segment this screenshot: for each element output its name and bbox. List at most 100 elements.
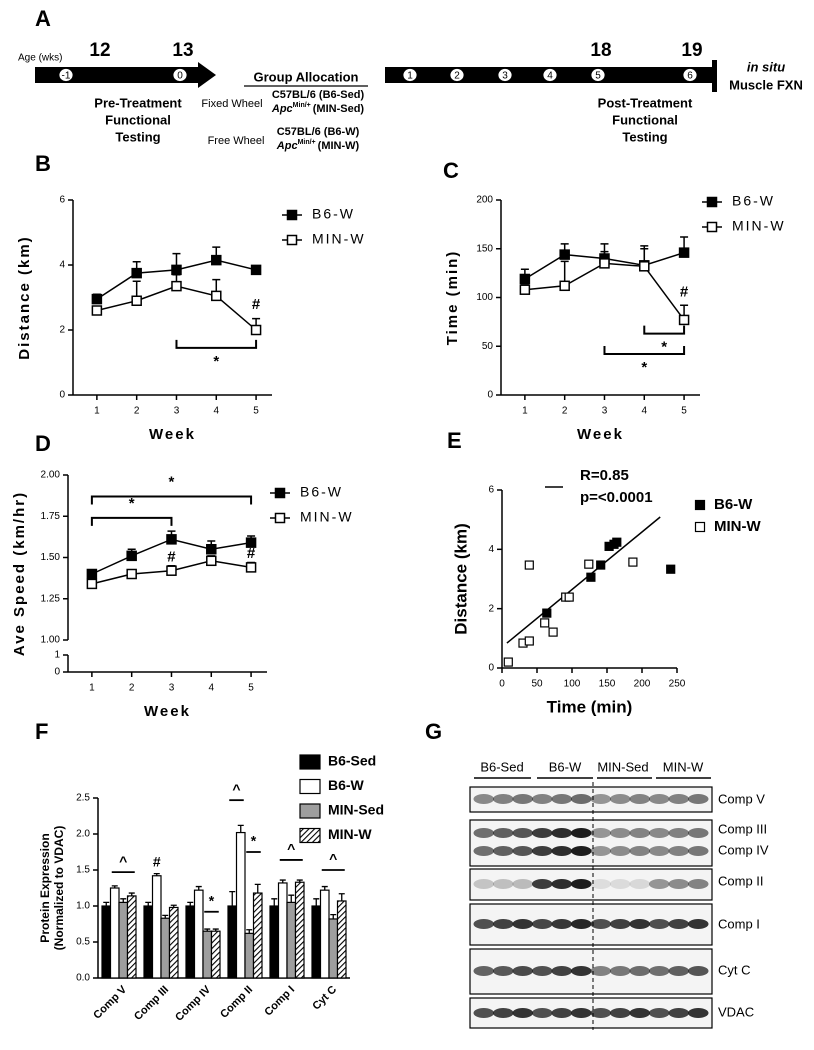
x-axis-label: Week [149,426,196,443]
marker [86,568,98,580]
blot-band [688,919,709,929]
endpoint: Muscle FXN [729,77,803,92]
panel-a: A Age (wks) 12 13 18 19 -1 0 1 2 3 4 5 6… [18,6,803,152]
error-bar [229,890,236,906]
x-tick-label: Comp V [91,983,129,1021]
blot-band [610,919,631,929]
y-axis-label: Time (min) [444,250,461,346]
legend-label: B6-W [328,777,365,793]
phase: Testing [115,129,160,144]
x-tick-label: 1 [89,683,95,694]
blot-band [512,879,533,889]
blot-band [590,919,611,929]
y-tick-label: 1.25 [41,593,61,604]
timepoint: 2 [454,71,460,82]
band-label: Comp IV [718,842,769,857]
legend-marker [286,209,298,221]
marker [548,627,558,637]
y-tick-label: 0 [54,667,60,678]
series-line [96,285,257,331]
blot-band [473,828,494,838]
blot-band [668,966,689,976]
blot-band [532,1008,553,1018]
x-tick-label: 5 [253,406,259,417]
blot-band [512,794,533,804]
marker [678,247,690,258]
y-tick-label: 6 [488,485,494,496]
marker [126,550,137,562]
blot-band [571,846,592,856]
marker [666,564,676,574]
legend-label: MIN-W [714,518,761,535]
marker [612,537,622,547]
blot-band [629,846,650,856]
x-tick-label: 5 [681,406,687,417]
y-tick-label: 4 [488,544,494,555]
bar [126,895,137,979]
blot-band [629,966,650,976]
marker [245,537,257,548]
x-tick-label: Comp I [262,984,297,1019]
x-tick-label: 1 [94,406,100,417]
blot-band [668,879,689,889]
y-tick-label: 0 [487,390,493,401]
timepoint-circles [58,68,698,82]
blot-band [571,794,592,804]
group: ApcMin/+ (MIN-W) [276,139,360,152]
annotation: ^ [119,853,127,869]
blot-band [532,846,553,856]
blot-band [571,919,592,929]
group-name: (MIN-Sed) [313,103,365,115]
timepoint: 0 [177,71,183,82]
error-bar [271,898,278,906]
blot-band [649,966,670,976]
x-tick-label: 2 [129,683,135,694]
blot-band [571,828,592,838]
annotation: # [247,545,256,562]
annotation: ^ [329,851,337,867]
y-tick-label: 1 [54,650,60,661]
blot-band [688,794,709,804]
marker [599,258,610,269]
bar [319,889,330,979]
error-bar [254,883,261,894]
legend-label: MIN-W [732,218,786,234]
annotation: * [641,359,647,376]
x-tick-label: 1 [522,406,528,417]
blot-band [551,846,572,856]
blot-frame [469,819,713,867]
blot-band [473,1008,494,1018]
legend-marker [274,512,286,524]
group: C57BL/6 (B6-W) [277,126,360,138]
timepoint: 6 [687,71,693,82]
y-tick-label: 150 [476,243,493,254]
blot-band [688,846,709,856]
y-tick-label: 0 [59,390,65,401]
blot-band [629,794,650,804]
panel-letter: F [35,719,48,744]
blot-band [493,966,514,976]
y-tick-label: 2 [488,603,494,614]
error-bar [330,913,337,919]
blot-band [688,828,709,838]
blot-group: MIN-W [663,759,704,774]
marker [211,290,222,302]
y-tick-label: 2.00 [41,470,61,481]
blot-band [551,794,572,804]
bar [109,887,120,979]
x-tick-label: 3 [602,406,608,417]
blot-band [590,794,611,804]
gene: Apc [271,103,293,115]
blot-band [512,919,533,929]
group: C57BL/6 (B6-Sed) [272,89,365,101]
timeline-bar [35,67,200,83]
blot-band [649,1008,670,1018]
group-name: (MIN-W) [318,140,360,152]
y-tick-label: 0.0 [76,973,90,984]
legend-label: MIN-W [312,231,366,247]
timeline-end [712,60,717,92]
x-tick-label: 0 [499,679,505,690]
x-tick-label: 100 [564,679,581,690]
blot-group: B6-Sed [480,759,523,774]
